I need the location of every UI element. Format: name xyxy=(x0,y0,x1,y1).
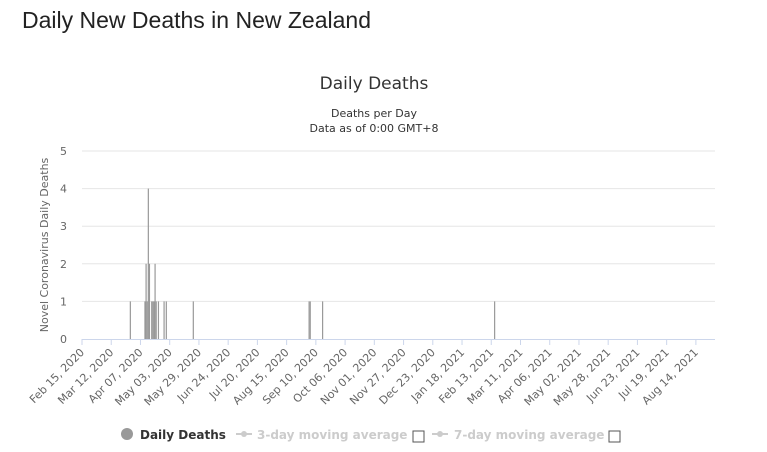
bar xyxy=(148,263,151,339)
y-tick-label: 3 xyxy=(60,220,67,233)
bar xyxy=(163,301,165,339)
legend-label-daily-deaths: Daily Deaths xyxy=(140,428,226,442)
bar xyxy=(309,301,311,339)
legend-label-3day: 3-day moving average xyxy=(257,428,407,442)
bar xyxy=(153,301,155,339)
bar xyxy=(147,188,149,339)
y-tick-label: 2 xyxy=(60,258,67,271)
bar xyxy=(145,263,147,339)
bar xyxy=(152,301,154,339)
y-tick-label: 1 xyxy=(60,295,67,308)
bar xyxy=(308,301,310,339)
bar xyxy=(154,263,156,339)
bar xyxy=(129,301,131,339)
y-axis-label: Novel Coronavirus Daily Deaths xyxy=(38,157,51,332)
bar xyxy=(322,301,324,339)
bar xyxy=(494,301,496,339)
bar xyxy=(151,301,153,339)
legend-checkbox-7day xyxy=(608,430,621,443)
bar xyxy=(144,301,146,339)
legend-label-7day: 7-day moving average xyxy=(454,428,604,442)
legend-marker-7day xyxy=(437,431,443,437)
y-tick-label: 5 xyxy=(60,145,67,158)
bar xyxy=(157,301,160,339)
chart-subtitle-line-2: Data as of 0:00 GMT+8 xyxy=(310,122,439,135)
y-tick-label: 4 xyxy=(60,183,67,196)
page-title: Daily New Deaths in New Zealand xyxy=(22,7,371,33)
legend-marker-daily-deaths xyxy=(121,428,133,440)
bar xyxy=(165,301,167,339)
bar xyxy=(192,301,194,339)
bars xyxy=(129,188,496,339)
grid-lines xyxy=(82,150,715,302)
legend-checkbox-3day xyxy=(412,430,425,443)
legend[interactable]: Daily Deaths 3-day moving average 7-day mo… xyxy=(121,428,621,443)
chart-title: Daily Deaths xyxy=(320,74,429,94)
y-tick-label: 0 xyxy=(60,333,67,346)
legend-marker-3day xyxy=(241,431,247,437)
chart-subtitle-line-1: Deaths per Day xyxy=(331,107,417,120)
bar xyxy=(155,301,157,339)
bar xyxy=(146,301,148,339)
